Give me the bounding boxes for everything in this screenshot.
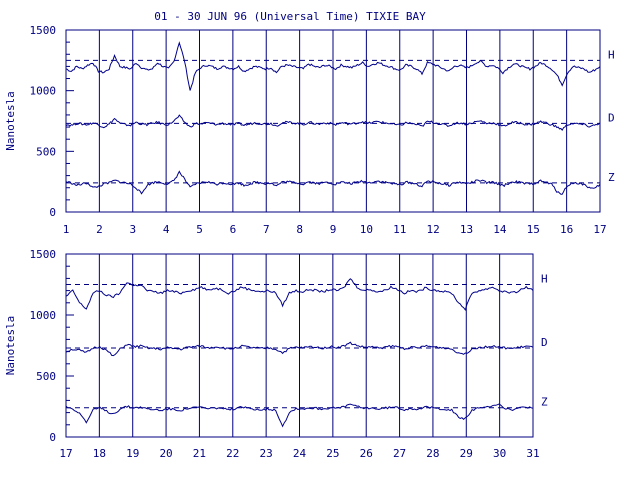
x-tick-label: 1 — [63, 223, 70, 236]
component-label-z: Z — [541, 396, 548, 409]
x-tick-label: 14 — [493, 223, 507, 236]
series-h-trace — [65, 41, 601, 91]
x-tick-label: 27 — [393, 447, 406, 460]
x-tick-label: 16 — [560, 223, 573, 236]
x-tick-label: 7 — [263, 223, 270, 236]
series-d-trace — [65, 341, 534, 357]
y-tick-label: 0 — [49, 431, 56, 444]
chart-title: 01 - 30 JUN 96 (Universal Time) TIXIE BA… — [154, 10, 426, 23]
x-tick-label: 22 — [226, 447, 239, 460]
x-tick-label: 21 — [193, 447, 206, 460]
x-tick-label: 13 — [460, 223, 473, 236]
y-tick-label: 1000 — [30, 85, 57, 98]
series-z-trace — [65, 403, 534, 428]
x-tick-label: 15 — [527, 223, 540, 236]
series-h-trace — [65, 278, 534, 312]
component-label-d: D — [541, 336, 548, 349]
component-label-d: D — [608, 111, 615, 124]
x-tick-label: 6 — [230, 223, 237, 236]
x-tick-label: 17 — [59, 447, 72, 460]
y-tick-label: 1500 — [30, 24, 57, 37]
series-z-trace — [65, 170, 601, 195]
x-tick-label: 26 — [360, 447, 373, 460]
x-tick-label: 8 — [296, 223, 303, 236]
x-tick-label: 23 — [260, 447, 273, 460]
y-tick-label: 0 — [49, 206, 56, 219]
y-axis-label: Nanotesla — [4, 316, 17, 376]
y-axis-label: Nanotesla — [4, 91, 17, 151]
panel-2: 0 500 1000 1500 Nanotesla 17 18 19 20 21 22 23 24 25 2… — [4, 248, 548, 460]
x-tick-label: 10 — [360, 223, 373, 236]
x-tick-label: 19 — [126, 447, 139, 460]
x-tick-label: 30 — [493, 447, 506, 460]
x-tick-label: 9 — [330, 223, 337, 236]
x-tick-label: 28 — [426, 447, 439, 460]
component-label-h: H — [608, 48, 615, 61]
y-tick-label: 500 — [36, 145, 56, 158]
x-tick-label: 31 — [526, 447, 539, 460]
x-tick-label: 18 — [93, 447, 106, 460]
x-tick-label: 17 — [593, 223, 606, 236]
x-tick-label: 3 — [129, 223, 136, 236]
x-tick-label: 24 — [293, 447, 307, 460]
y-tick-label: 1500 — [30, 248, 57, 261]
y-tick-label: 500 — [36, 370, 56, 383]
component-label-h: H — [541, 273, 548, 286]
x-tick-label: 12 — [427, 223, 440, 236]
x-tick-label: 25 — [326, 447, 339, 460]
x-tick-label: 2 — [96, 223, 103, 236]
x-tick-label: 29 — [460, 447, 473, 460]
x-tick-label: 4 — [163, 223, 170, 236]
series-d-trace — [65, 114, 601, 131]
component-label-z: Z — [608, 171, 615, 184]
x-tick-label: 5 — [196, 223, 203, 236]
y-tick-label: 1000 — [30, 309, 57, 322]
x-tick-label: 11 — [393, 223, 406, 236]
x-tick-label: 20 — [159, 447, 172, 460]
